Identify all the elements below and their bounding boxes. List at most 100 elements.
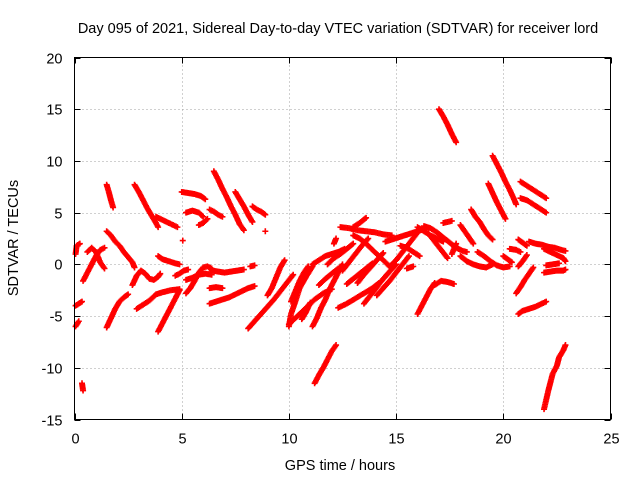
data-point — [440, 238, 447, 245]
data-point — [199, 212, 206, 219]
data-point — [110, 204, 117, 211]
series-sat-22 — [182, 270, 215, 283]
data-point — [249, 218, 256, 225]
data-point — [251, 283, 258, 290]
series-sat-32 — [245, 271, 297, 332]
series-sat-33 — [264, 257, 288, 299]
data-point — [365, 235, 372, 242]
data-point — [349, 241, 356, 248]
y-tick-label: -10 — [42, 362, 63, 378]
data-point — [240, 266, 247, 273]
data-point — [410, 263, 417, 270]
x-tick-label: 15 — [388, 432, 404, 448]
data-point — [333, 235, 340, 242]
data-point — [523, 252, 530, 259]
series-sat-19 — [182, 207, 207, 220]
data-point — [176, 261, 183, 268]
series-sat-64 — [431, 277, 457, 289]
y-tick-label: 0 — [54, 258, 62, 274]
data-point — [380, 249, 387, 256]
data-point — [281, 257, 288, 264]
y-axis-ticks: -15 -10 -5 0 5 10 15 20 — [42, 52, 611, 430]
data-point — [202, 196, 209, 203]
series-sat-72 — [506, 245, 524, 255]
plot-frame — [74, 57, 611, 420]
data-point — [416, 253, 423, 260]
y-axis-label: SDTVAR / TECUs — [6, 180, 22, 296]
data-point — [513, 201, 520, 208]
series-sat-50 — [360, 261, 400, 307]
series-sat-70 — [485, 180, 509, 222]
series-sat-04 — [79, 380, 87, 394]
data-point — [448, 217, 455, 224]
series-sat-07 — [103, 181, 117, 211]
series-sat-48 — [350, 214, 370, 231]
series-sat-26 — [206, 283, 258, 307]
series-sat-37 — [298, 299, 314, 323]
data-point — [502, 215, 509, 222]
y-tick-label: 20 — [46, 52, 62, 68]
series-sat-13 — [152, 213, 181, 231]
data-point — [562, 342, 569, 349]
series-sat-11 — [129, 267, 164, 289]
data-point — [506, 263, 513, 270]
data-point — [379, 251, 386, 258]
series-sat-18 — [178, 188, 209, 203]
x-tick-label: 20 — [495, 432, 511, 448]
data-point — [289, 272, 296, 279]
data-point — [101, 265, 108, 272]
data-point — [203, 216, 210, 223]
data-point — [305, 263, 312, 270]
series-sat-67 — [457, 253, 496, 271]
data-point — [450, 281, 457, 288]
series-sat-47 — [337, 224, 395, 239]
data-point — [405, 254, 412, 261]
data-point — [185, 266, 192, 273]
series-sat-24 — [206, 206, 226, 220]
data-point — [79, 298, 86, 305]
series-sat-28 — [232, 188, 256, 225]
series-sat-06 — [84, 244, 108, 272]
series-sat-59 — [425, 230, 451, 262]
series-sat-02 — [72, 318, 82, 330]
series-sat-75 — [517, 195, 550, 216]
series-sat-81 — [543, 260, 563, 269]
series-sat-27 — [206, 284, 226, 292]
data-point — [101, 244, 108, 251]
data-point — [405, 253, 412, 260]
series-sat-60 — [435, 106, 460, 146]
data-point — [562, 266, 569, 273]
series-sat-25 — [208, 266, 247, 276]
series-sat-83 — [541, 342, 569, 413]
data-point — [453, 139, 460, 146]
series-sat-68 — [474, 248, 513, 271]
data-point — [176, 287, 183, 294]
series-sat-12 — [133, 286, 183, 312]
data-point — [443, 253, 450, 260]
series-sat-69 — [489, 152, 520, 208]
data-point — [219, 285, 226, 292]
series-sat-36 — [288, 263, 312, 305]
series-sat-80 — [541, 245, 569, 265]
data-point — [562, 258, 569, 265]
series-sat-63 — [414, 279, 438, 318]
data-point — [200, 213, 207, 220]
data-point — [80, 387, 87, 394]
series-sat-65 — [468, 206, 496, 243]
data-point — [131, 264, 138, 271]
series-sat-10 — [131, 181, 162, 231]
series-sat-15 — [155, 287, 183, 335]
series-sat-42 — [315, 265, 342, 289]
data-point — [179, 237, 186, 244]
data-point — [463, 248, 470, 255]
series-sat-66 — [457, 222, 477, 247]
series-sat-52 — [373, 253, 412, 299]
data-point — [155, 224, 162, 231]
data-point — [290, 271, 297, 278]
data-point — [125, 291, 132, 298]
x-tick-label: 10 — [281, 432, 297, 448]
data-point — [363, 214, 370, 221]
data-point — [444, 255, 451, 262]
series-sat-56 — [403, 263, 417, 272]
